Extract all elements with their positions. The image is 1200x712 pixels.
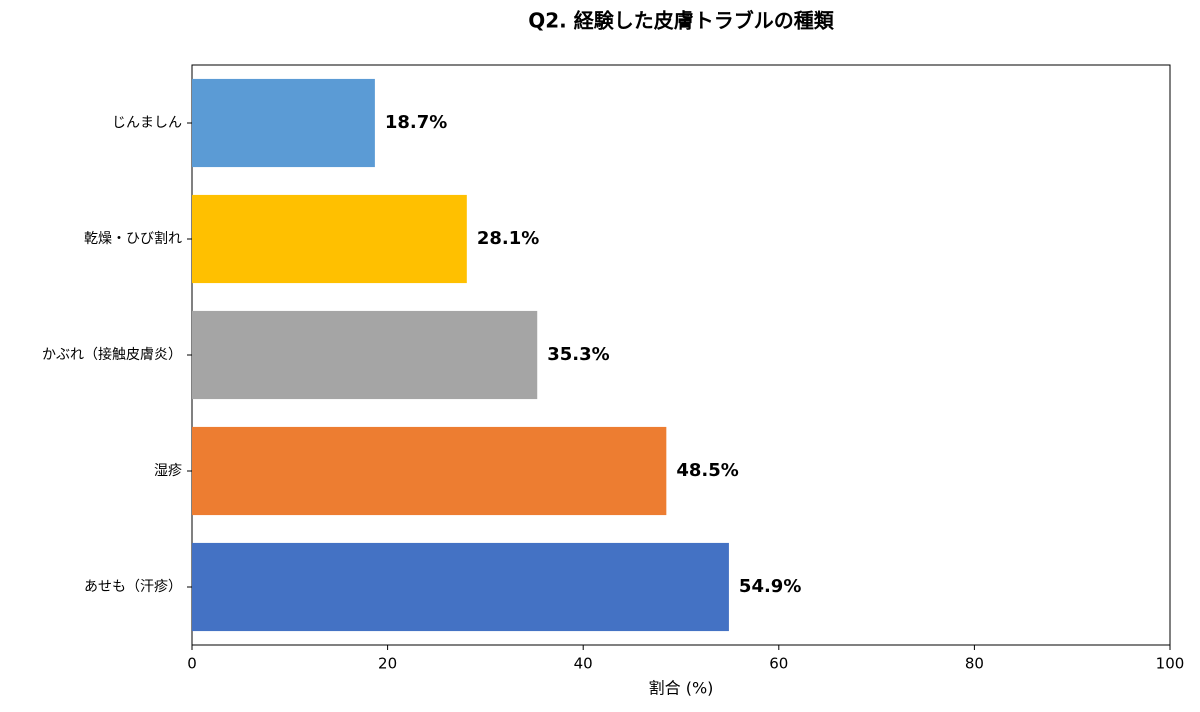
x-tick-label: 20 bbox=[378, 655, 397, 673]
chart-title: Q2. 経験した皮膚トラブルの種類 bbox=[528, 9, 834, 33]
y-tick-label: じんましん bbox=[112, 115, 182, 131]
bar bbox=[192, 426, 667, 516]
bar bbox=[192, 310, 538, 400]
value-label: 18.7% bbox=[385, 112, 447, 133]
bar bbox=[192, 194, 467, 284]
bar bbox=[192, 78, 375, 168]
bar bbox=[192, 542, 729, 632]
x-tick-label: 100 bbox=[1156, 655, 1185, 673]
y-tick-label: あせも（汗疹） bbox=[84, 579, 182, 595]
value-label: 54.9% bbox=[739, 576, 801, 597]
x-tick-label: 80 bbox=[965, 655, 984, 673]
x-tick-label: 60 bbox=[769, 655, 788, 673]
value-label: 35.3% bbox=[547, 344, 609, 365]
y-tick-label: かぶれ（接触皮膚炎） bbox=[42, 346, 182, 363]
value-label: 28.1% bbox=[477, 228, 539, 249]
x-tick-label: 0 bbox=[187, 655, 197, 673]
y-tick-label: 湿疹 bbox=[154, 463, 182, 479]
y-tick-label: 乾燥・ひび割れ bbox=[84, 230, 182, 247]
x-axis-label: 割合 (%) bbox=[649, 679, 714, 698]
x-tick-label: 40 bbox=[574, 655, 593, 673]
value-label: 48.5% bbox=[676, 460, 738, 481]
